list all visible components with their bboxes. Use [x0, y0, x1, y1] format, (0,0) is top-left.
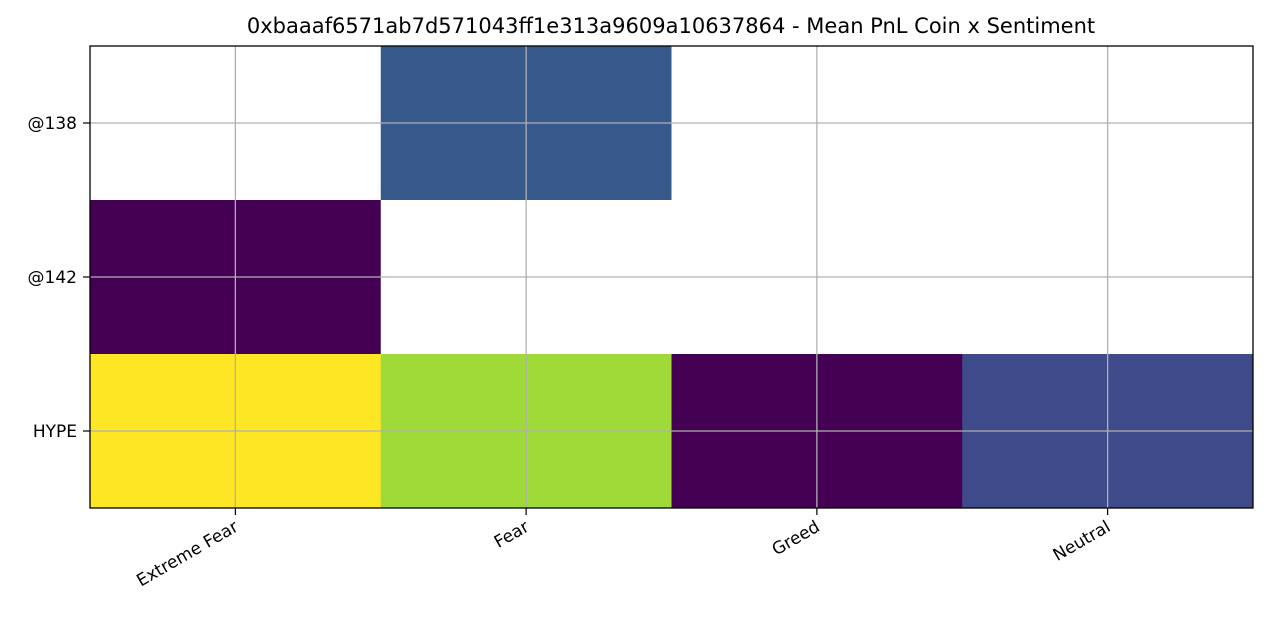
chart-title: 0xbaaaf6571ab7d571043ff1e313a9609a106378…: [247, 14, 1095, 38]
x-tick-label: Neutral: [1050, 517, 1114, 566]
x-tick-label: Extreme Fear: [133, 517, 241, 591]
y-tick-label: @138: [28, 114, 77, 134]
grid-lines: [90, 46, 1253, 508]
y-axis-ticks: @138 @142 HYPE: [28, 114, 90, 442]
y-tick-label: @142: [28, 268, 77, 288]
plot-frame: [89, 45, 1254, 509]
x-tick-label: Fear: [491, 517, 533, 553]
x-tick-label: Greed: [769, 517, 824, 560]
x-axis-ticks: Extreme Fear Fear Greed Neutral: [133, 508, 1114, 591]
y-tick-label: HYPE: [33, 422, 77, 442]
